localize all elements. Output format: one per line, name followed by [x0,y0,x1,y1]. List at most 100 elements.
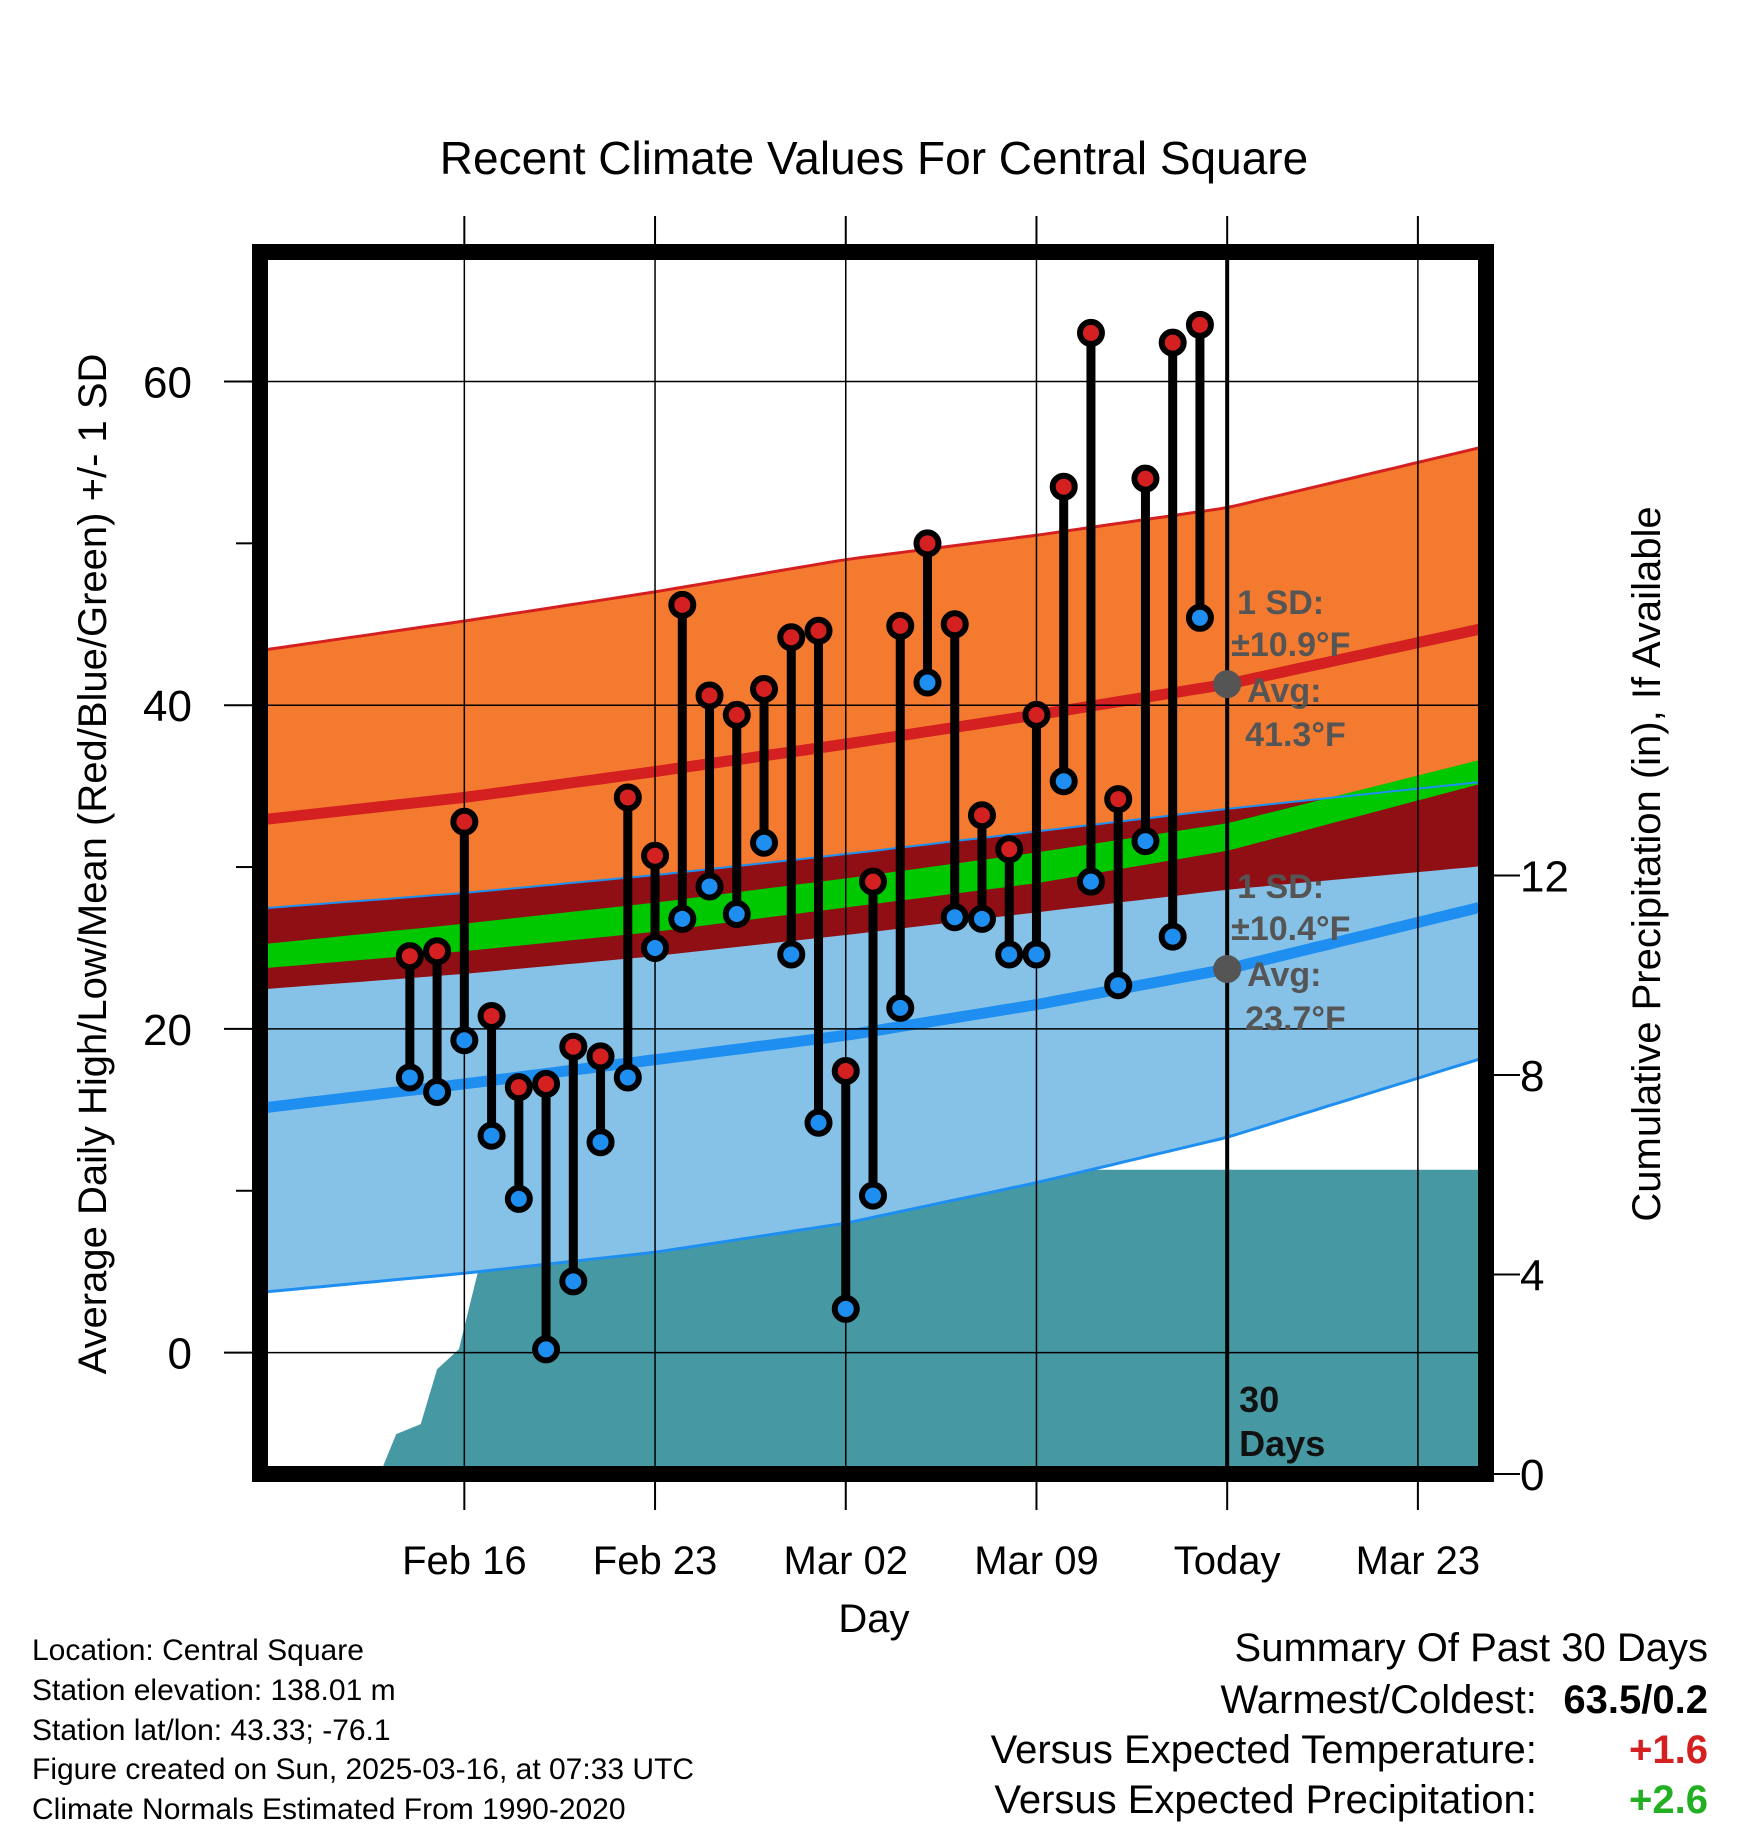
low-dot-3 [477,1121,506,1150]
low-dot-22 [995,940,1024,969]
plot-area [260,252,1486,1474]
annotation-avg-label-1: Avg: [1247,956,1321,994]
low-dot-11 [695,872,724,901]
annotation-avg-value-0: 41.3°F [1245,716,1346,754]
today-days-label-line-0: 30 [1239,1379,1279,1420]
high-dot-20 [940,610,969,639]
high-dot-21 [967,801,996,830]
low-dot-20 [940,903,969,932]
low-dot-10 [668,904,697,933]
low-dot-14 [777,940,806,969]
high-dot-29 [1185,310,1214,339]
high-dot-24 [1049,472,1078,501]
high-dot-28 [1158,328,1187,357]
summary-precip-label: Versus Expected Precipitation: [994,1778,1537,1822]
annotation-sd-label-1: 1 SD: [1237,868,1324,906]
high-dot-19 [913,529,942,558]
annotation-avg-label-0: Avg: [1247,672,1321,710]
low-dot-7 [586,1128,615,1157]
high-dot-27 [1131,464,1160,493]
y-right-tick-label-2: 8 [1520,1052,1544,1101]
high-dot-11 [695,681,724,710]
summary-warmest-label: Warmest/Coldest: [1220,1678,1537,1722]
high-dot-12 [722,700,751,729]
high-dot-17 [859,867,887,896]
low-dot-28 [1158,922,1187,951]
summary-temp-label: Versus Expected Temperature: [990,1728,1537,1772]
y-right-tick-label-3: 12 [1520,852,1569,901]
low-dot-5 [532,1335,561,1364]
low-dot-29 [1185,603,1214,632]
footer-normals: Climate Normals Estimated From 1990-2020 [32,1793,626,1826]
today-days-label-line-1: Days [1239,1423,1325,1464]
y-tick-label-1: 20 [143,1006,192,1055]
summary-warmest-row: Warmest/Coldest: 63.5/0.2 [1221,1678,1709,1723]
high-dot-26 [1104,785,1133,814]
low-dot-15 [804,1108,833,1137]
low-dot-13 [750,828,779,857]
x-tick-label-2: Mar 02 [784,1539,909,1583]
high-dot-22 [995,835,1024,864]
footer-latlon: Station lat/lon: 43.33; -76.1 [32,1714,391,1747]
avg-marker-0 [1213,670,1242,699]
low-dot-6 [559,1267,588,1296]
high-plus-sd-line [266,446,1480,651]
summary-warmest-value: 63.5/0.2 [1563,1678,1708,1722]
low-dot-16 [831,1294,860,1323]
avg-marker-1 [1213,955,1242,984]
x-tick-label-3: Mar 09 [974,1539,1099,1583]
x-tick-label-4: Today [1174,1539,1281,1583]
annotation-sd-label-0: 1 SD: [1237,584,1324,622]
high-dot-4 [504,1073,533,1102]
low-dot-12 [722,899,751,928]
high-dot-10 [668,590,697,619]
mean-band [266,760,1480,968]
footer-elevation: Station elevation: 138.01 m [32,1674,396,1707]
today-days-label: 30 Days [1239,1379,1325,1464]
x-tick-label-0: Feb 16 [402,1539,527,1583]
high-dot-15 [804,616,833,645]
y-axis-label-right: Cumulative Precipitation (in), If Availa… [1625,506,1669,1221]
high-dot-3 [477,1001,506,1030]
y-right-tick-label-0: 0 [1520,1451,1544,1500]
y-tick-label-2: 40 [143,682,192,731]
high-dot-5 [532,1069,561,1098]
low-minus-sd-line [266,1057,1480,1294]
summary-title-text: Summary Of Past 30 Days [1234,1626,1708,1670]
chart-title: Recent Climate Values For Central Square [440,132,1308,184]
high-dot-13 [750,675,779,704]
low-dot-21 [967,904,996,933]
y-tick-label-0: 0 [168,1330,192,1379]
y-right-tick-label-1: 4 [1520,1251,1544,1300]
low-dot-27 [1131,827,1160,856]
high-dot-18 [886,611,915,640]
high-dot-25 [1076,318,1105,347]
high-dot-7 [586,1042,615,1071]
summary-precip-value: +2.6 [1629,1778,1708,1822]
low-dot-26 [1104,971,1133,1000]
x-tick-label-5: Mar 23 [1356,1539,1481,1583]
summary-title: Summary Of Past 30 Days [1235,1626,1708,1671]
plot-frame [252,244,1494,1482]
low-dot-23 [1022,940,1051,969]
high-dot-9 [641,841,670,870]
high-dot-1 [423,937,452,966]
low-dot-24 [1049,767,1078,796]
annotation-sd-value-0: ±10.9°F [1231,626,1350,664]
low-dot-25 [1076,867,1105,896]
footer-created: Figure created on Sun, 2025-03-16, at 07… [32,1753,695,1786]
low-dot-0 [395,1063,424,1092]
x-axis-label: Day [838,1597,909,1641]
x-tick-label-1: Feb 23 [593,1539,718,1583]
annotation-avg-value-1: 23.7°F [1245,1000,1346,1038]
high-dot-0 [395,942,424,971]
high-dot-23 [1022,700,1051,729]
low-dot-8 [613,1063,642,1092]
low-dot-4 [504,1184,533,1213]
low-dot-9 [641,933,670,962]
annotation-sd-value-1: ±10.4°F [1231,910,1350,948]
low-dot-2 [450,1026,479,1055]
y-tick-label-3: 60 [143,358,192,407]
high-mean-line [266,623,1481,825]
